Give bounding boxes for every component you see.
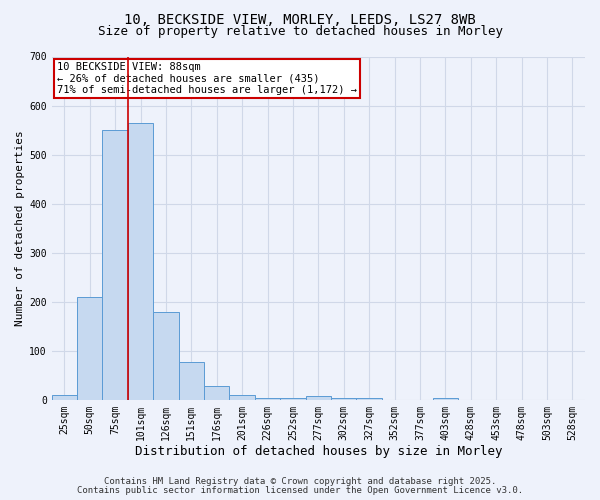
Text: Contains HM Land Registry data © Crown copyright and database right 2025.: Contains HM Land Registry data © Crown c… [104,478,496,486]
Bar [331,398,356,400]
Bar [356,398,382,400]
Text: Size of property relative to detached houses in Morley: Size of property relative to detached ho… [97,25,503,38]
Bar [204,386,229,400]
Bar [229,396,255,400]
Bar [179,362,204,400]
Bar [52,396,77,400]
Text: 10, BECKSIDE VIEW, MORLEY, LEEDS, LS27 8WB: 10, BECKSIDE VIEW, MORLEY, LEEDS, LS27 8… [124,12,476,26]
Bar [103,130,128,400]
Text: 10 BECKSIDE VIEW: 88sqm
← 26% of detached houses are smaller (435)
71% of semi-d: 10 BECKSIDE VIEW: 88sqm ← 26% of detache… [57,62,357,95]
Bar [305,396,331,400]
X-axis label: Distribution of detached houses by size in Morley: Distribution of detached houses by size … [134,444,502,458]
Bar [433,398,458,400]
Bar [280,398,305,400]
Bar [255,398,280,400]
Text: Contains public sector information licensed under the Open Government Licence v3: Contains public sector information licen… [77,486,523,495]
Y-axis label: Number of detached properties: Number of detached properties [15,130,25,326]
Bar [77,297,103,400]
Bar [128,123,153,400]
Bar [153,312,179,400]
